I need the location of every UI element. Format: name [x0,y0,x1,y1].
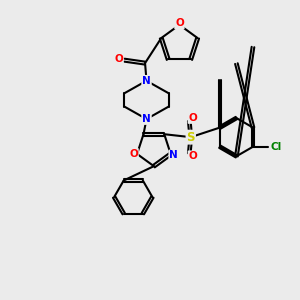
Text: N: N [142,114,151,124]
Text: O: O [129,149,138,159]
Text: S: S [187,131,195,144]
Text: O: O [175,18,184,28]
Text: O: O [114,54,123,64]
Text: O: O [188,113,197,123]
Text: N: N [169,150,178,161]
Text: Cl: Cl [271,142,282,152]
Text: N: N [142,76,151,86]
Text: O: O [188,151,197,161]
